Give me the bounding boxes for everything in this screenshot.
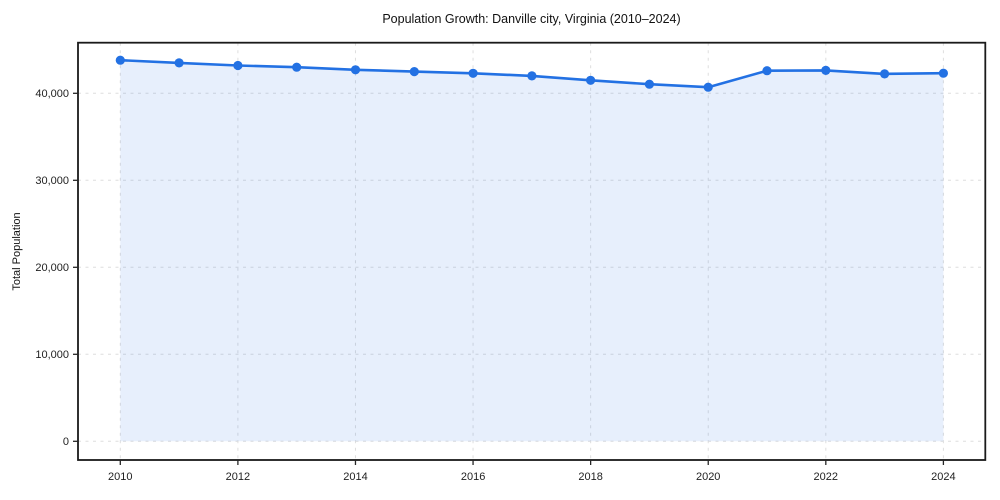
x-tick-label: 2024 — [931, 471, 955, 483]
data-point-2021 — [762, 66, 772, 76]
data-point-2024 — [938, 68, 949, 78]
x-tick-label: 2018 — [578, 471, 602, 483]
area-series — [120, 60, 944, 442]
y-axis-label: Total Population — [11, 212, 23, 290]
data-point-2022 — [821, 65, 831, 75]
y-tick-label: 40,000 — [35, 88, 69, 100]
x-tick-labels: 2010 2012 2014 2016 2018 2020 2022 2024 — [108, 471, 956, 483]
area-fill — [120, 60, 944, 442]
x-tick-label: 2010 — [108, 471, 132, 483]
chart-title: Population Growth: Danville city, Virgin… — [382, 12, 680, 26]
data-point-2011 — [174, 58, 184, 68]
y-tick-label: 30,000 — [35, 175, 69, 187]
gridlines — [78, 42, 986, 460]
data-point-2016 — [468, 68, 478, 78]
x-tick-label: 2020 — [696, 471, 720, 483]
data-point-2018 — [586, 75, 596, 85]
data-point-2020 — [703, 82, 713, 92]
data-point-2015 — [409, 67, 419, 77]
y-tick-label: 20,000 — [35, 262, 69, 274]
data-point-2017 — [527, 71, 537, 81]
x-tick-label: 2014 — [343, 471, 367, 483]
plot-border — [77, 41, 987, 461]
x-tick-label: 2022 — [814, 471, 838, 483]
plot-border-rect — [77, 41, 987, 461]
data-point-2023 — [880, 69, 890, 79]
y-tick-label: 10,000 — [35, 349, 69, 361]
data-point-2014 — [350, 65, 361, 75]
data-point-2010 — [115, 55, 125, 65]
axis-ticks — [73, 92, 945, 465]
data-point-2019 — [644, 79, 655, 89]
x-tick-label: 2012 — [226, 471, 250, 483]
y-tick-label: 0 — [63, 436, 69, 448]
y-tick-labels: 0 10,000 20,000 30,000 40,000 — [35, 88, 69, 448]
data-point-2013 — [292, 62, 302, 72]
data-point-2012 — [233, 60, 243, 71]
data-points — [115, 55, 949, 92]
x-tick-label: 2016 — [461, 471, 485, 483]
